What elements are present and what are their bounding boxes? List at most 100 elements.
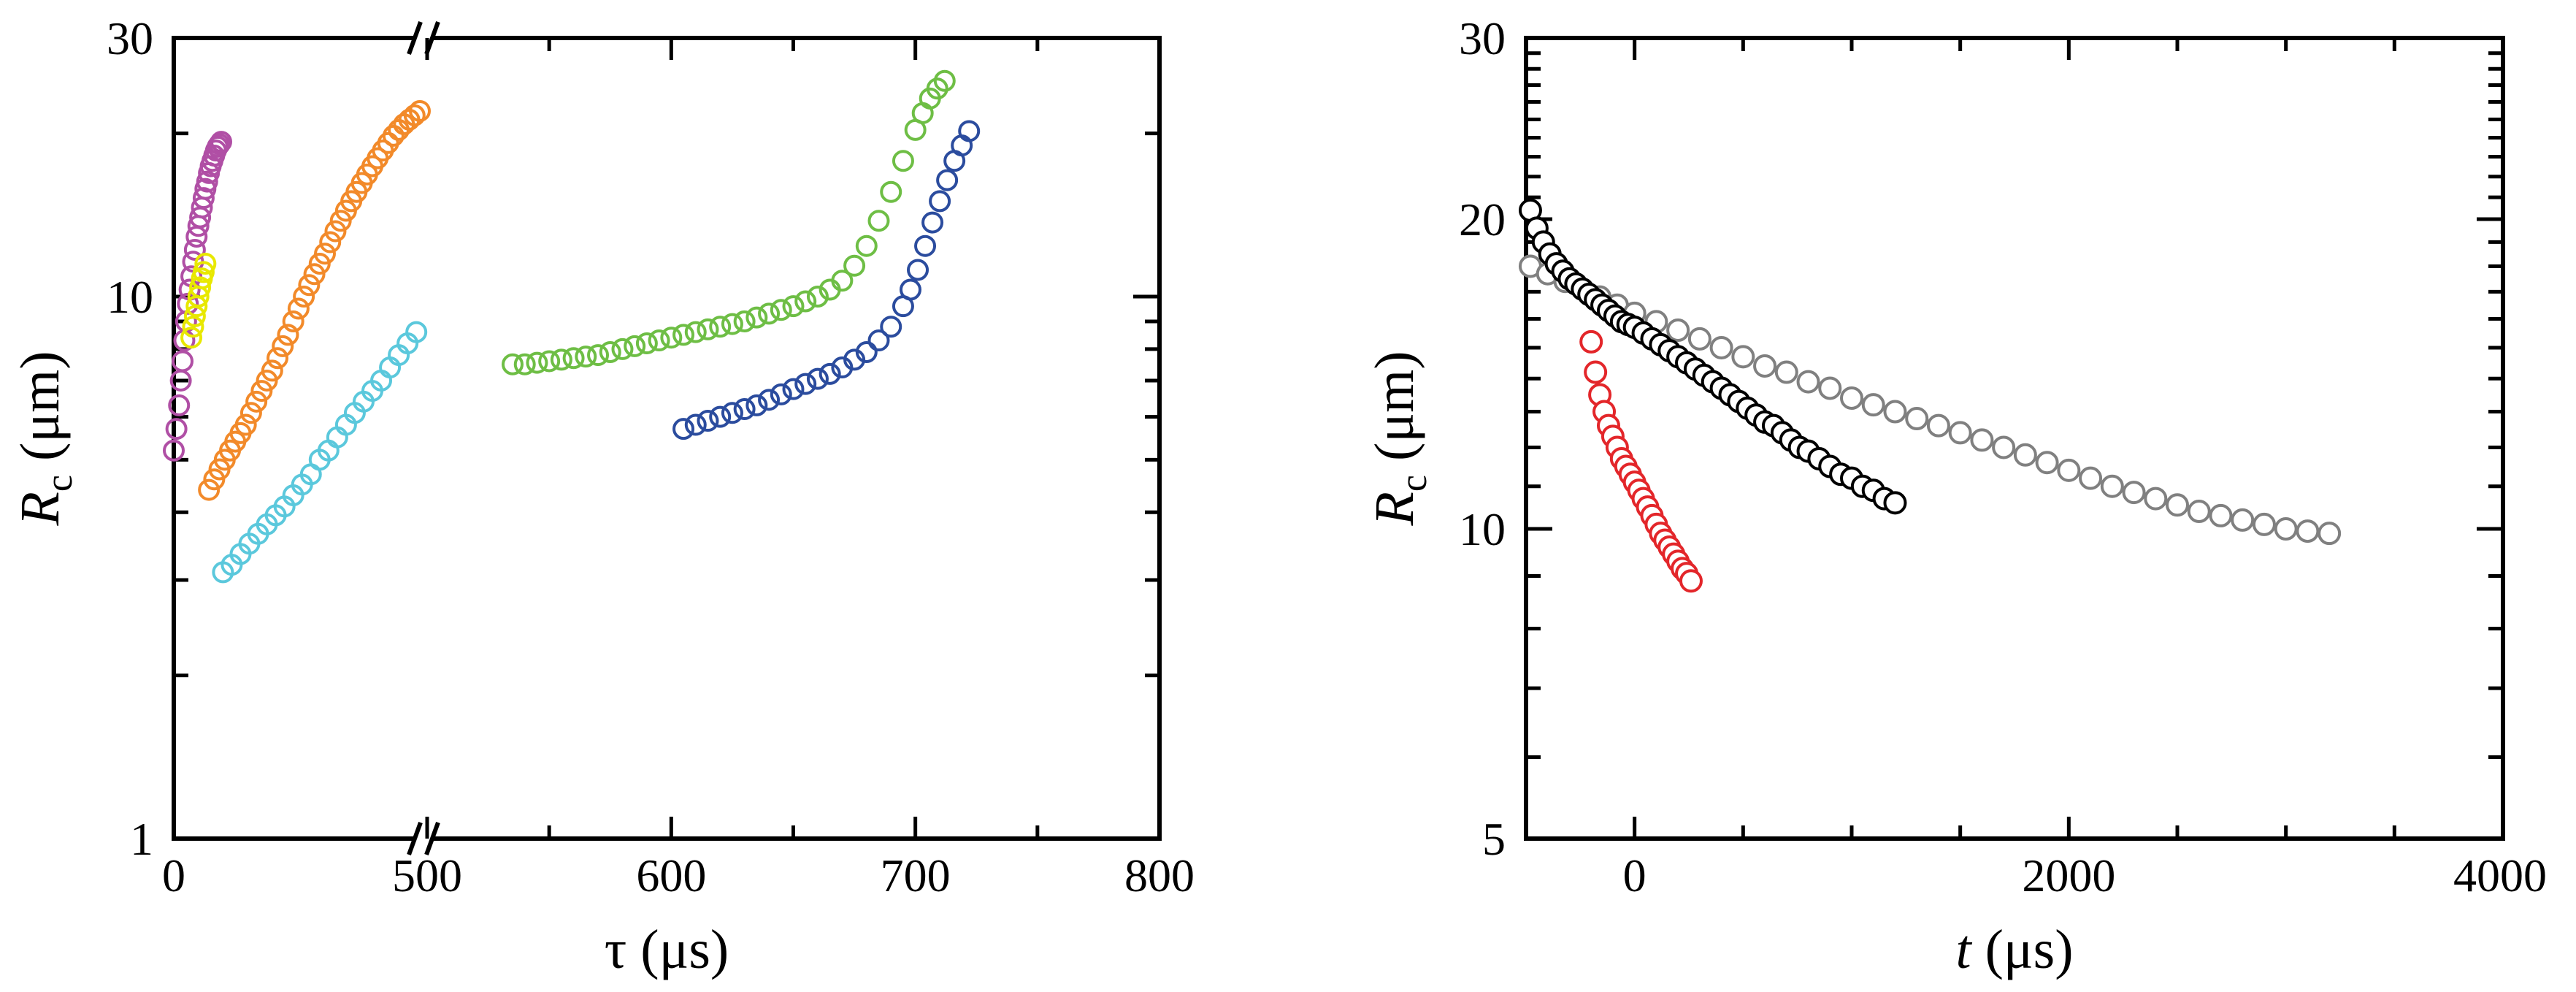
data-point-gray — [2166, 493, 2189, 517]
data-point-green — [660, 327, 683, 349]
data-point-blue — [907, 259, 929, 281]
data-point-magenta — [183, 238, 206, 261]
data-point-gray — [2296, 519, 2320, 543]
x-tick-label: 700 — [881, 850, 951, 901]
data-point-blue — [733, 398, 756, 421]
x-axis-title-symbol: t — [1955, 919, 1972, 980]
series-orange — [198, 99, 431, 501]
data-point-gray — [2013, 443, 2037, 467]
data-point-gray — [1992, 435, 2016, 459]
right-chart-panel: 5 10 20 30 0 2000 4000 t (μs) Rc (μm) — [1364, 12, 2547, 980]
data-point-magenta — [192, 187, 215, 210]
data-point-blue — [709, 405, 732, 428]
data-point-gray — [1861, 393, 1885, 417]
x-axis-title-unit: (μs) — [1971, 919, 2074, 980]
data-point-green — [648, 329, 670, 352]
data-point-yellow — [192, 261, 215, 283]
data-point-blue — [843, 348, 866, 371]
data-point-green — [684, 321, 707, 343]
data-point-orange — [314, 243, 337, 265]
data-point-gray — [2274, 517, 2298, 541]
x-axis-title: t (μs) — [1955, 919, 2073, 980]
series-cyan — [212, 321, 428, 584]
data-point-blue — [745, 394, 768, 416]
data-point-gray — [2144, 487, 2168, 511]
data-point-orange — [403, 104, 426, 126]
data-point-orange — [198, 478, 221, 501]
data-point-magenta — [163, 439, 185, 462]
data-point-blue — [929, 190, 951, 213]
y-axis-title-symbol: R — [1364, 492, 1425, 526]
data-point-green — [733, 310, 756, 332]
data-point-green — [867, 210, 890, 232]
data-point-green — [758, 302, 781, 325]
data-point-gray — [1666, 318, 1690, 342]
data-point-blue — [697, 410, 719, 432]
data-point-green — [794, 290, 817, 313]
x-tick-label: 500 — [392, 850, 462, 901]
data-point-green — [721, 313, 743, 335]
left-plot-frame — [172, 36, 1162, 841]
x-tick-label: 4000 — [2453, 850, 2547, 901]
series-blue — [672, 120, 981, 440]
data-point-gray — [2100, 474, 2124, 498]
data-point-gray — [2057, 458, 2081, 482]
data-point-magenta — [196, 170, 218, 193]
y-axis-title-unit: (μm) — [9, 351, 71, 474]
data-point-green — [587, 344, 610, 367]
series-green — [502, 69, 956, 375]
data-point-gray — [2035, 451, 2059, 475]
axis-break-mark — [407, 20, 423, 56]
data-point-gray — [1840, 386, 1863, 410]
data-point-gray — [1926, 413, 1950, 438]
data-point-orange — [239, 402, 262, 424]
data-point-green — [926, 77, 948, 100]
data-point-cyan — [405, 321, 428, 343]
data-point-green — [709, 316, 732, 338]
data-point-green — [599, 340, 621, 363]
data-point-blue — [721, 402, 743, 424]
data-point-magenta — [210, 131, 232, 153]
y-tick-label: 30 — [107, 12, 153, 64]
data-point-green — [831, 270, 854, 292]
data-point-green — [892, 150, 914, 172]
data-point-orange — [303, 263, 326, 286]
data-point-gray — [1687, 327, 1711, 351]
y-axis-title: Rc (μm) — [1364, 351, 1435, 526]
data-point-red — [1679, 569, 1703, 593]
data-point-blue — [867, 329, 890, 352]
data-point-orange — [287, 297, 310, 320]
data-point-blue — [684, 413, 707, 436]
data-point-magenta — [165, 418, 188, 440]
axis-break-mark — [407, 821, 423, 856]
y-axis-title: Rc (μm) — [9, 351, 80, 526]
series-yellow — [180, 252, 217, 349]
data-point-yellow — [182, 316, 204, 338]
data-point-gray — [1753, 354, 1777, 378]
data-point-orange — [324, 220, 347, 243]
data-point-green — [502, 353, 524, 375]
data-point-yellow — [189, 276, 212, 299]
data-point-green — [635, 332, 658, 354]
data-point-orange — [261, 359, 283, 382]
data-point-orange — [293, 286, 315, 308]
data-point-gray — [1948, 421, 1972, 445]
data-point-orange — [298, 274, 321, 297]
data-point-gray — [1905, 407, 1929, 431]
data-point-green — [538, 350, 561, 373]
data-point-green — [697, 318, 719, 340]
x-tick-label: 0 — [162, 850, 185, 901]
data-point-magenta — [172, 350, 194, 373]
data-point-green — [624, 335, 646, 357]
data-point-blue — [880, 316, 902, 338]
left-chart-panel: 1 10 30 0 500 600 700 800 τ (μs) Rc (μm) — [9, 12, 1195, 980]
data-point-gray — [1796, 370, 1820, 394]
data-point-gray — [2318, 522, 2342, 546]
data-point-gray — [1818, 376, 1842, 400]
data-point-gray — [1774, 360, 1798, 384]
data-point-red — [1579, 329, 1603, 354]
data-point-green — [880, 180, 902, 203]
y-axis-title-subscript: c — [39, 475, 80, 492]
data-point-blue — [782, 378, 805, 400]
data-point-blue — [921, 211, 944, 234]
